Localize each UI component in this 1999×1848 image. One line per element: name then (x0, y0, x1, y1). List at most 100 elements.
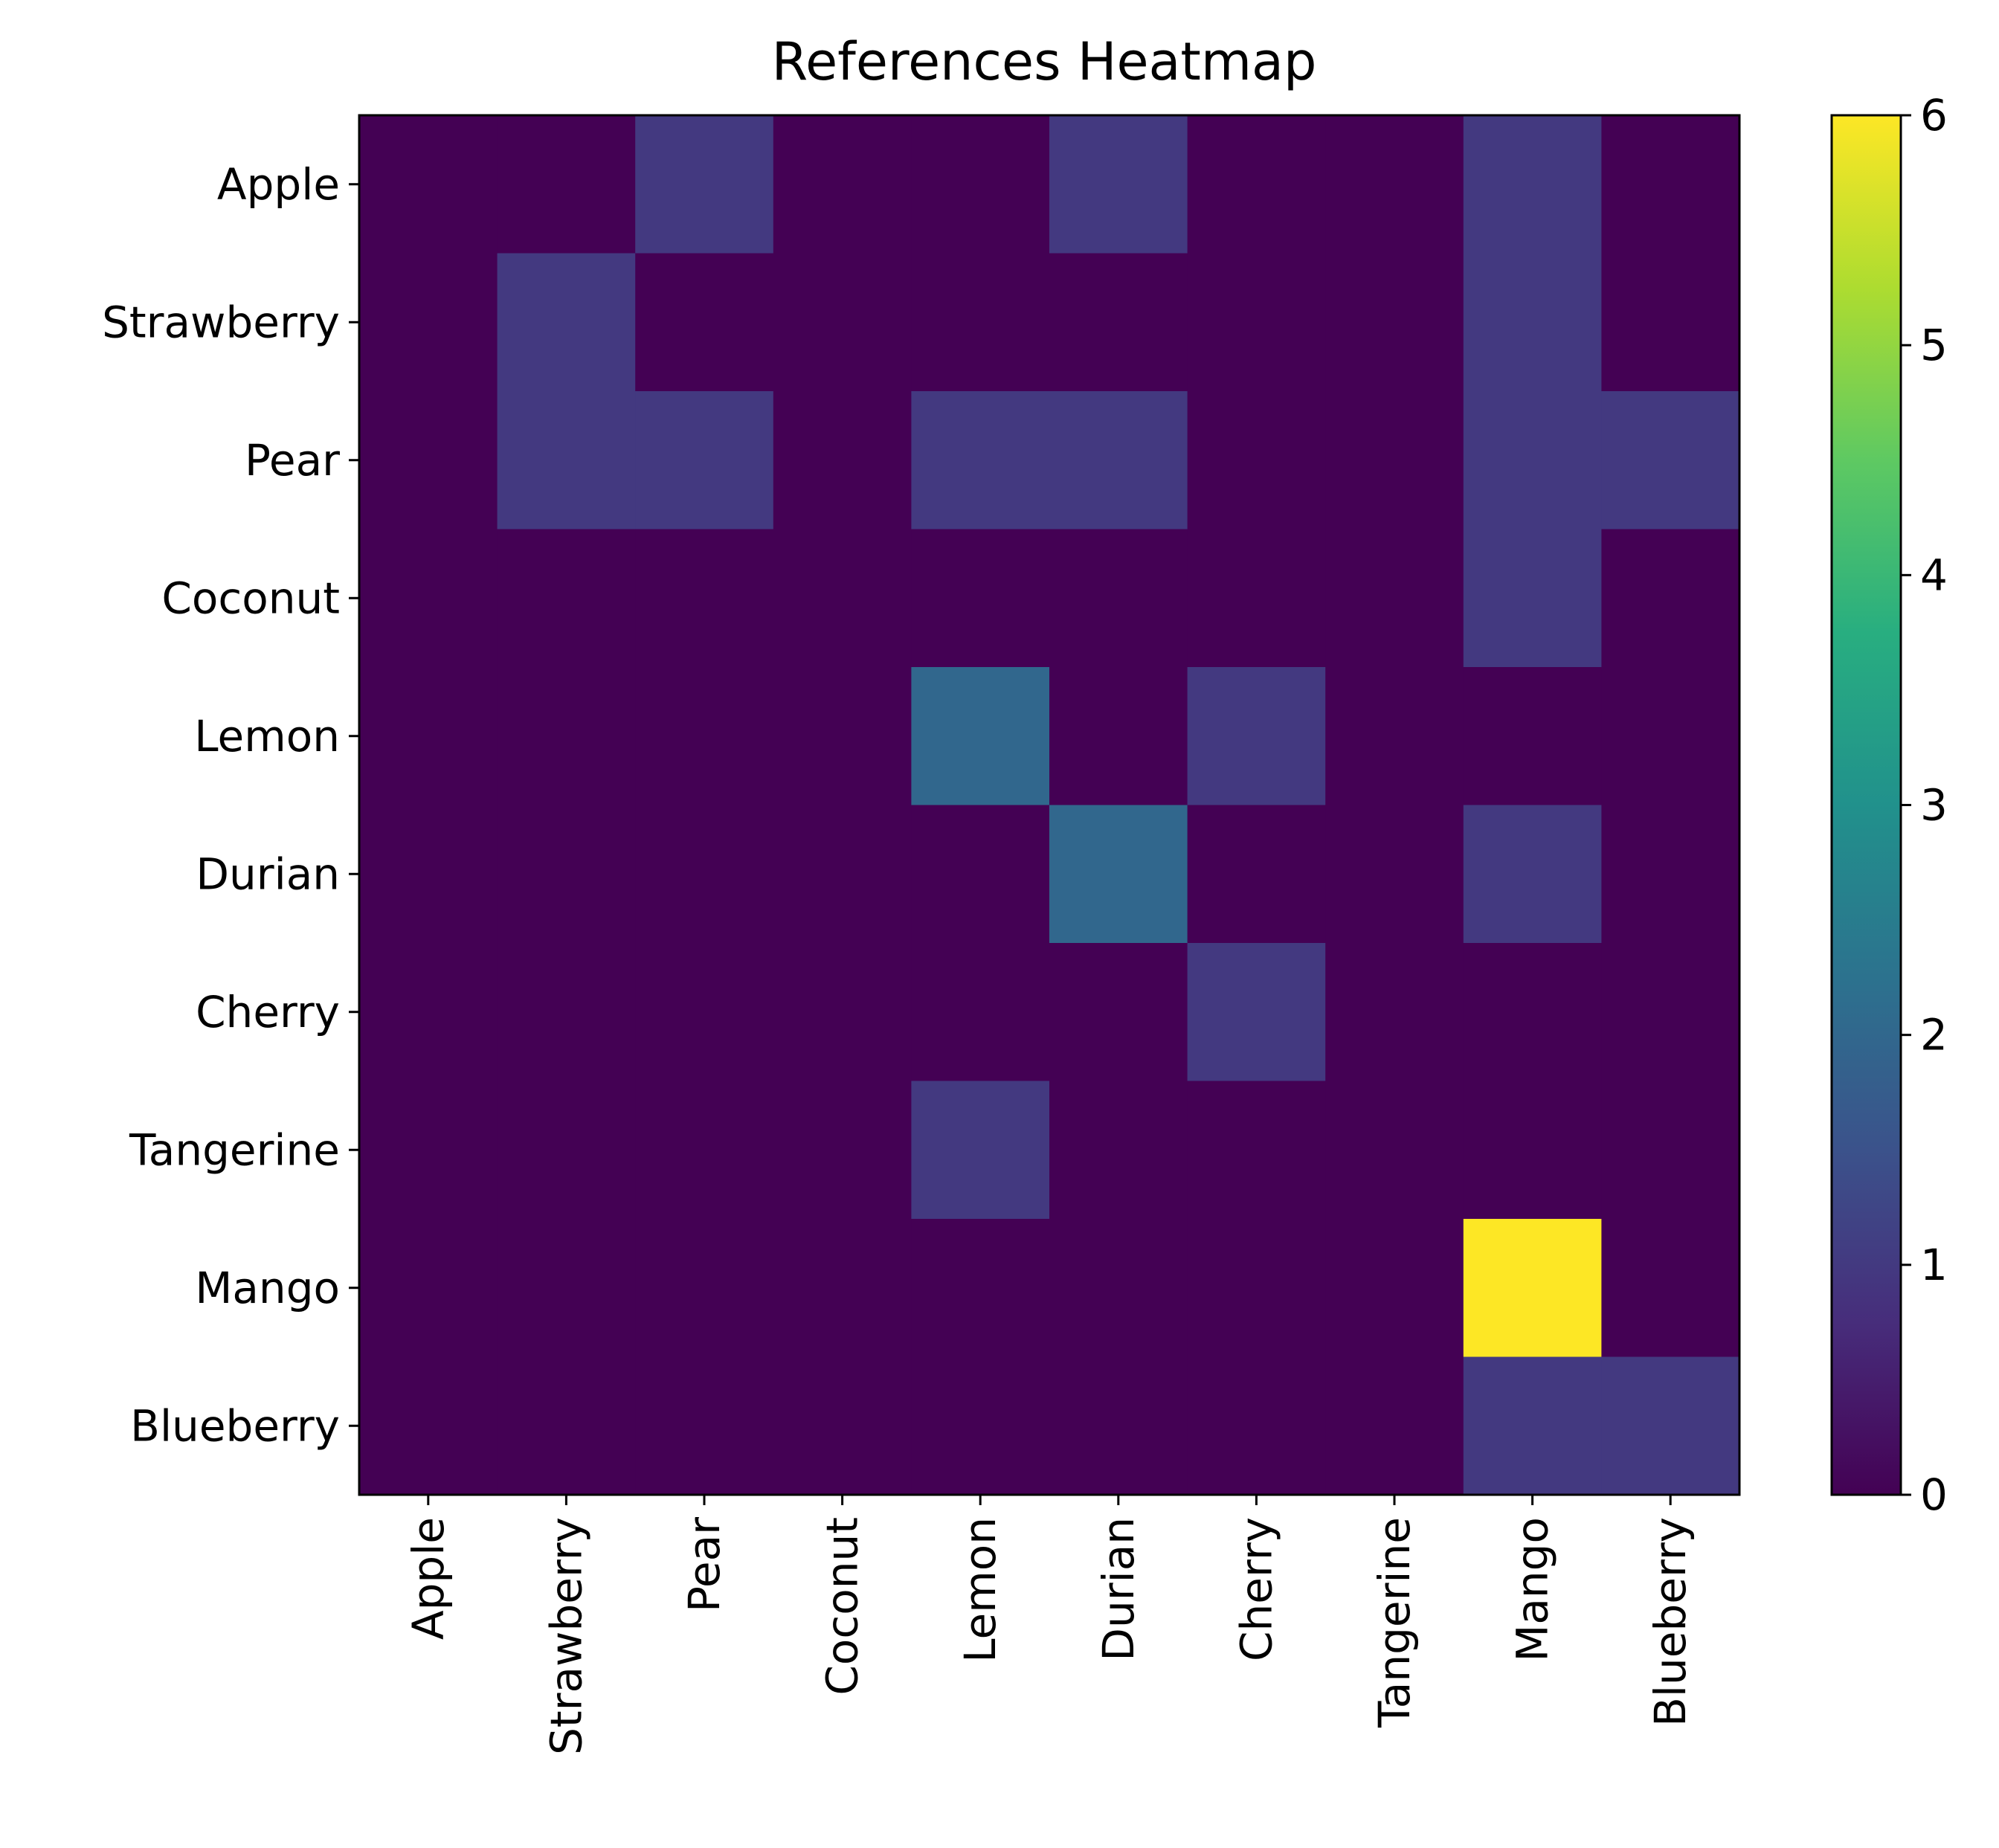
heatmap-cell-8-9 (1601, 1219, 1740, 1358)
heatmap-cell-8-7 (1325, 1219, 1464, 1358)
heatmap-cell-9-2 (635, 1356, 774, 1496)
heatmap-cell-7-4 (911, 1081, 1050, 1220)
heatmap-cell-4-2 (635, 667, 774, 806)
y-tick-label: Lemon (194, 711, 340, 762)
x-tick-label: Blueberry (1645, 1517, 1696, 1727)
colorbar-tick-label: 5 (1920, 320, 1948, 370)
x-tick-label: Lemon (955, 1517, 1005, 1663)
y-tick-label: Mango (195, 1263, 340, 1313)
heatmap-cell-7-8 (1463, 1081, 1602, 1220)
heatmap-cell-7-0 (359, 1081, 498, 1220)
heatmap-cell-1-8 (1463, 253, 1602, 392)
x-tick-label: Strawberry (541, 1517, 591, 1755)
chart-title: References Heatmap (772, 31, 1317, 92)
y-tick-label: Tangerine (129, 1124, 340, 1175)
heatmap-cell-9-7 (1325, 1356, 1464, 1496)
heatmap-cell-2-2 (635, 391, 774, 530)
heatmap-cell-5-9 (1601, 805, 1740, 944)
heatmap-cells (359, 115, 1740, 1496)
heatmap-cell-5-6 (1187, 805, 1326, 944)
heatmap-cell-8-6 (1187, 1219, 1326, 1358)
heatmap-cell-4-8 (1463, 667, 1602, 806)
heatmap-cell-5-1 (497, 805, 636, 944)
heatmap-cell-7-6 (1187, 1081, 1326, 1220)
y-tick-label: Apple (217, 159, 340, 210)
heatmap-cell-7-7 (1325, 1081, 1464, 1220)
heatmap-cell-1-9 (1601, 253, 1740, 392)
heatmap-cell-6-2 (635, 943, 774, 1082)
heatmap-cell-3-2 (635, 529, 774, 668)
colorbar (1830, 114, 1902, 1496)
heatmap-cell-4-7 (1325, 667, 1464, 806)
heatmap-cell-1-5 (1049, 253, 1188, 392)
heatmap-cell-8-0 (359, 1219, 498, 1358)
heatmap-cell-8-3 (773, 1219, 912, 1358)
heatmap-cell-3-3 (773, 529, 912, 668)
heatmap-cell-1-6 (1187, 253, 1326, 392)
heatmap-cell-5-7 (1325, 805, 1464, 944)
colorbar-tick-label: 3 (1920, 780, 1948, 831)
heatmap-cell-3-0 (359, 529, 498, 668)
heatmap-cell-7-2 (635, 1081, 774, 1220)
y-axis: Apple Strawberry Pear Coconut Lemon Durian Che… (102, 159, 359, 1451)
heatmap-cell-6-8 (1463, 943, 1602, 1082)
heatmap-cell-6-3 (773, 943, 912, 1082)
x-tick-label: Mango (1507, 1517, 1558, 1662)
heatmap-cell-6-5 (1049, 943, 1188, 1082)
y-tick-label: Durian (196, 849, 340, 899)
y-tick-label: Strawberry (102, 297, 340, 347)
heatmap-cell-3-5 (1049, 529, 1188, 668)
heatmap-cell-4-9 (1601, 667, 1740, 806)
heatmap-cell-1-3 (773, 253, 912, 392)
heatmap-cell-2-9 (1601, 391, 1740, 530)
heatmap-cell-5-5 (1049, 805, 1188, 944)
x-tick-label: Cherry (1231, 1517, 1281, 1661)
heatmap-cell-6-6 (1187, 943, 1326, 1082)
heatmap-cell-0-6 (1187, 115, 1326, 254)
heatmap-cell-8-5 (1049, 1219, 1188, 1358)
colorbar-tick-label: 2 (1920, 1010, 1948, 1060)
x-axis: Apple Strawberry Pear Coconut Lemon Durian Che… (403, 1495, 1696, 1755)
heatmap-cell-0-9 (1601, 115, 1740, 254)
heatmap-cell-2-3 (773, 391, 912, 530)
heatmap-cell-7-9 (1601, 1081, 1740, 1220)
heatmap-cell-7-1 (497, 1081, 636, 1220)
heatmap-cell-2-4 (911, 391, 1050, 530)
heatmap-cell-0-1 (497, 115, 636, 254)
y-tick-label: Blueberry (130, 1400, 340, 1451)
heatmap-cell-8-2 (635, 1219, 774, 1358)
heatmap-cell-0-4 (911, 115, 1050, 254)
heatmap-cell-5-0 (359, 805, 498, 944)
heatmap-cell-0-3 (773, 115, 912, 254)
heatmap-cell-6-0 (359, 943, 498, 1082)
y-tick-label: Cherry (196, 987, 340, 1037)
heatmap-cell-9-1 (497, 1356, 636, 1496)
colorbar-tick-label: 0 (1920, 1469, 1948, 1520)
heatmap-cell-6-4 (911, 943, 1050, 1082)
heatmap-cell-3-6 (1187, 529, 1326, 668)
y-tick-label: Pear (245, 435, 340, 486)
heatmap-cell-9-0 (359, 1356, 498, 1496)
heatmap-cell-2-7 (1325, 391, 1464, 530)
heatmap-cell-5-2 (635, 805, 774, 944)
heatmap-cell-4-1 (497, 667, 636, 806)
x-tick-label: Tangerine (1369, 1517, 1420, 1728)
heatmap-cell-9-6 (1187, 1356, 1326, 1496)
heatmap-cell-2-5 (1049, 391, 1188, 530)
colorbar-axis: 0 1 2 3 4 5 6 (1901, 90, 1948, 1520)
x-tick-label: Apple (403, 1517, 454, 1640)
heatmap-cell-6-1 (497, 943, 636, 1082)
heatmap-cell-5-8 (1463, 805, 1602, 944)
heatmap-cell-3-8 (1463, 529, 1602, 668)
heatmap-cell-0-5 (1049, 115, 1188, 254)
colorbar-tick-label: 6 (1920, 90, 1948, 141)
heatmap-cell-7-5 (1049, 1081, 1188, 1220)
heatmap-cell-9-5 (1049, 1356, 1188, 1496)
colorbar-tick-label: 1 (1920, 1240, 1948, 1290)
heatmap-cell-9-4 (911, 1356, 1050, 1496)
heatmap-cell-4-3 (773, 667, 912, 806)
x-tick-label: Coconut (817, 1517, 868, 1696)
heatmap-cell-3-9 (1601, 529, 1740, 668)
heatmap-cell-0-8 (1463, 115, 1602, 254)
